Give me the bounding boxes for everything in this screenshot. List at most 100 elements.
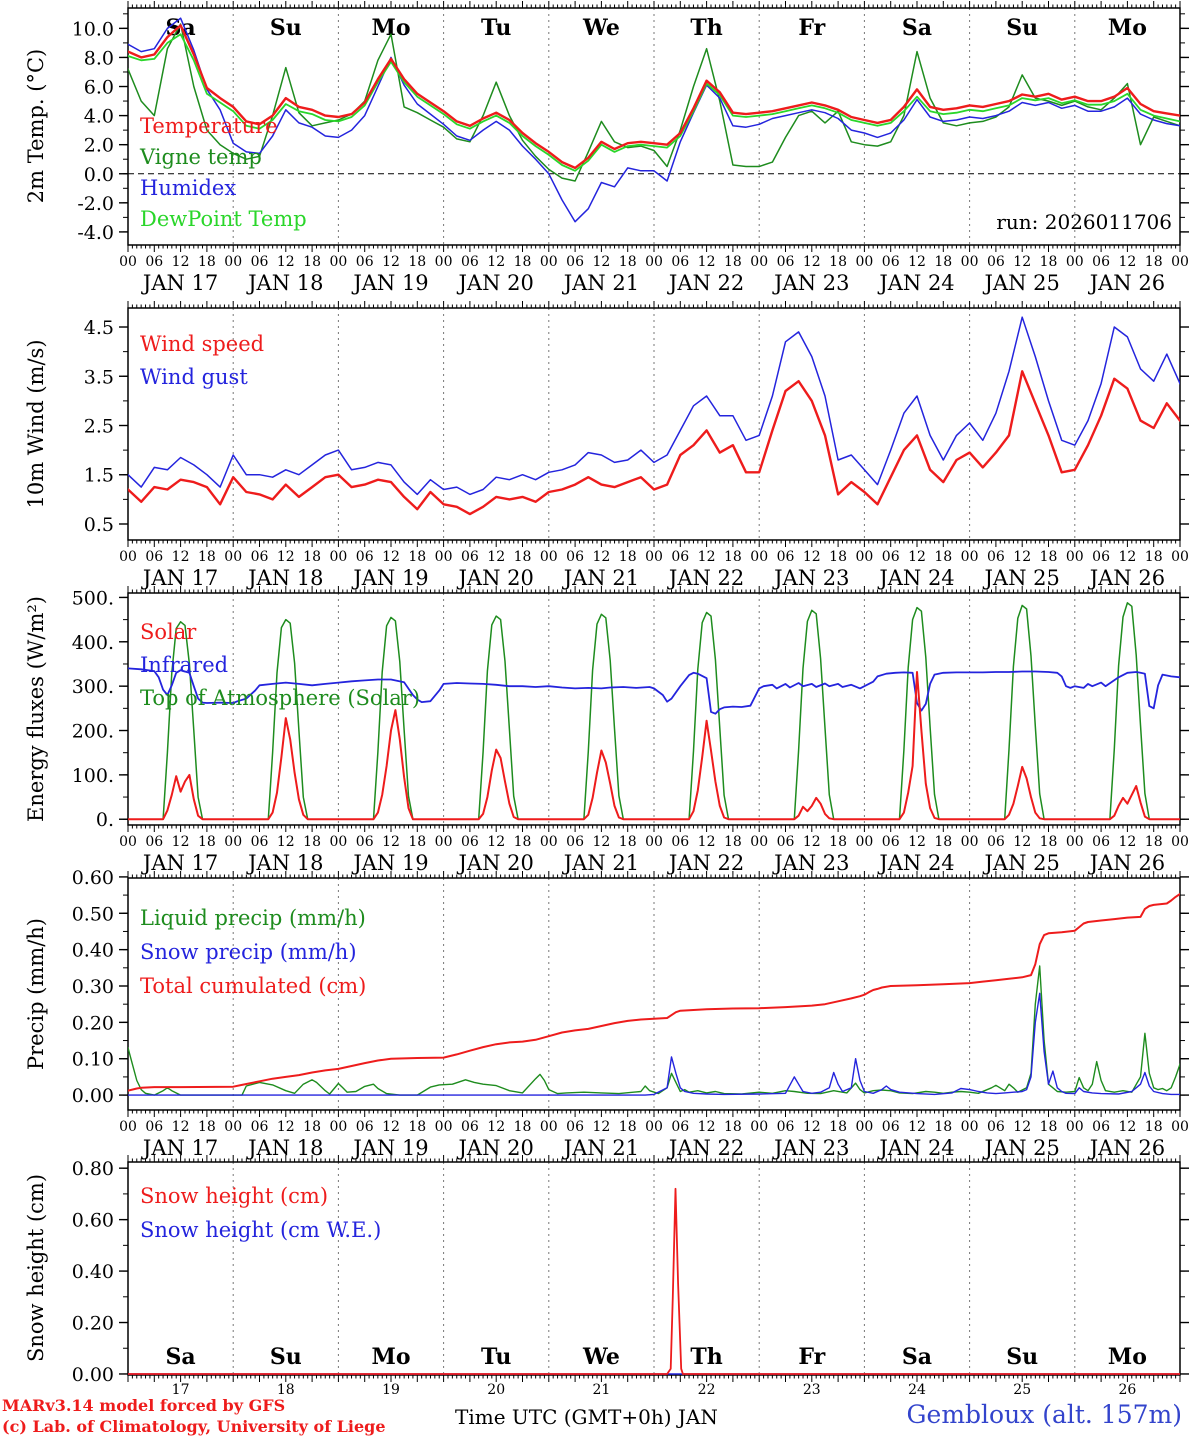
- svg-text:00: 00: [855, 549, 873, 565]
- svg-text:18: 18: [829, 1119, 847, 1135]
- series-wind-speed-line: [128, 370, 1180, 516]
- svg-text:12: 12: [487, 834, 505, 850]
- svg-text:00: 00: [645, 834, 663, 850]
- svg-text:18: 18: [514, 254, 532, 270]
- y-axis-ticks: 0.60 0.50 0.40 0.30 0.20 0.10 0.00: [72, 867, 1189, 1107]
- series-snow-precip-line: [128, 992, 1180, 1096]
- svg-text:12: 12: [1118, 254, 1136, 270]
- svg-text:Mo: Mo: [1108, 1344, 1147, 1370]
- svg-text:Fr: Fr: [798, 15, 825, 41]
- svg-text:100.: 100.: [72, 765, 114, 787]
- svg-text:12: 12: [908, 1119, 926, 1135]
- svg-text:12: 12: [382, 834, 400, 850]
- svg-text:18: 18: [514, 834, 532, 850]
- svg-text:JAN 23: JAN 23: [772, 271, 849, 295]
- svg-text:00: 00: [1066, 1119, 1084, 1135]
- svg-text:23: 23: [803, 1382, 821, 1398]
- svg-text:We: We: [582, 1344, 620, 1370]
- legend-wind-gust: Wind gust: [140, 365, 248, 389]
- svg-text:500.: 500.: [72, 587, 114, 609]
- svg-text:18: 18: [619, 549, 637, 565]
- svg-text:00: 00: [329, 254, 347, 270]
- time-axis-label: Time UTC (GMT+0h) JAN: [455, 1405, 718, 1429]
- svg-text:18: 18: [829, 254, 847, 270]
- y-axis-label-snow: Snow height (cm): [24, 1173, 48, 1363]
- day-gridlines: [232, 308, 1076, 540]
- svg-text:00: 00: [435, 834, 453, 850]
- svg-text:18: 18: [198, 549, 216, 565]
- svg-text:2.5: 2.5: [84, 416, 114, 438]
- svg-text:18: 18: [934, 549, 952, 565]
- svg-text:JAN 20: JAN 20: [457, 271, 534, 295]
- svg-text:12: 12: [172, 1119, 190, 1135]
- series-wind-gust-line: [128, 316, 1180, 496]
- svg-text:12: 12: [382, 549, 400, 565]
- svg-text:0.: 0.: [96, 809, 114, 831]
- svg-text:00: 00: [645, 254, 663, 270]
- svg-text:00: 00: [224, 549, 242, 565]
- svg-text:06: 06: [251, 1119, 269, 1135]
- svg-text:00: 00: [855, 1119, 873, 1135]
- svg-text:12: 12: [803, 254, 821, 270]
- svg-text:06: 06: [882, 1119, 900, 1135]
- svg-text:00: 00: [961, 1119, 979, 1135]
- day-gridlines: [232, 1162, 1076, 1375]
- y-axis-ticks: 4.5 3.5 2.5 1.5 0.5: [84, 317, 1189, 536]
- station-label: Gembloux (alt. 157m): [906, 1400, 1182, 1429]
- series-total-cumulated-line: [128, 893, 1180, 1092]
- svg-text:JAN 24: JAN 24: [877, 271, 954, 295]
- svg-text:0.40: 0.40: [72, 1261, 114, 1283]
- svg-text:18: 18: [724, 549, 742, 565]
- svg-text:-4.0: -4.0: [77, 222, 114, 244]
- plot-total-cumulated: 0.60 0.50 0.40 0.30 0.20 0.10 0.00 00 06 12 18 00 06…: [72, 867, 1189, 1160]
- svg-text:06: 06: [987, 834, 1005, 850]
- legend-vigne-temp: Vigne temp: [140, 145, 262, 169]
- svg-text:12: 12: [1013, 254, 1031, 270]
- svg-text:12: 12: [698, 254, 716, 270]
- svg-text:Tu: Tu: [481, 1344, 511, 1370]
- svg-text:12: 12: [592, 254, 610, 270]
- svg-text:10.0: 10.0: [72, 18, 114, 40]
- svg-text:0.20: 0.20: [72, 1313, 114, 1335]
- svg-text:12: 12: [1118, 1119, 1136, 1135]
- svg-text:18: 18: [1145, 549, 1163, 565]
- svg-text:06: 06: [671, 549, 689, 565]
- svg-text:6.0: 6.0: [84, 77, 114, 99]
- svg-text:06: 06: [882, 549, 900, 565]
- svg-text:06: 06: [777, 549, 795, 565]
- svg-text:18: 18: [1040, 1119, 1058, 1135]
- svg-text:00: 00: [645, 1119, 663, 1135]
- svg-text:06: 06: [461, 1119, 479, 1135]
- svg-text:18: 18: [408, 254, 426, 270]
- x-axis-ticks: [127, 301, 1181, 547]
- svg-text:18: 18: [303, 254, 321, 270]
- svg-text:18: 18: [934, 254, 952, 270]
- svg-text:00: 00: [435, 254, 453, 270]
- plot-solar: 500.400.300.200.100.0.00 06 12 18 00 06 12 18 00…: [72, 586, 1189, 875]
- svg-text:18: 18: [514, 549, 532, 565]
- svg-text:12: 12: [277, 549, 295, 565]
- svg-text:00: 00: [540, 254, 558, 270]
- svg-text:1.5: 1.5: [84, 465, 114, 487]
- y-axis-label-energy: Energy fluxes (W/m²): [24, 596, 48, 822]
- svg-text:3.5: 3.5: [84, 366, 114, 388]
- svg-text:12: 12: [1013, 1119, 1031, 1135]
- svg-text:00: 00: [540, 549, 558, 565]
- svg-text:06: 06: [251, 549, 269, 565]
- svg-text:00: 00: [435, 1119, 453, 1135]
- svg-text:12: 12: [487, 549, 505, 565]
- svg-text:12: 12: [277, 1119, 295, 1135]
- svg-text:18: 18: [934, 834, 952, 850]
- legend-liquid-precip: Liquid precip (mm/h): [140, 906, 366, 930]
- svg-text:06: 06: [461, 254, 479, 270]
- series-temperature-line: [128, 24, 1180, 170]
- svg-text:06: 06: [461, 549, 479, 565]
- svg-text:18: 18: [1040, 834, 1058, 850]
- svg-text:06: 06: [777, 1119, 795, 1135]
- svg-text:0.10: 0.10: [72, 1049, 114, 1071]
- x-axis-ticks: [127, 871, 1181, 1117]
- series-group: [128, 316, 1180, 516]
- svg-text:Sa: Sa: [166, 1344, 196, 1370]
- x-axis-labels: 00 06 12 18 00 06 12 18 00 06 12 18 00 06 12 18 00 06 12 18…: [119, 1119, 1189, 1160]
